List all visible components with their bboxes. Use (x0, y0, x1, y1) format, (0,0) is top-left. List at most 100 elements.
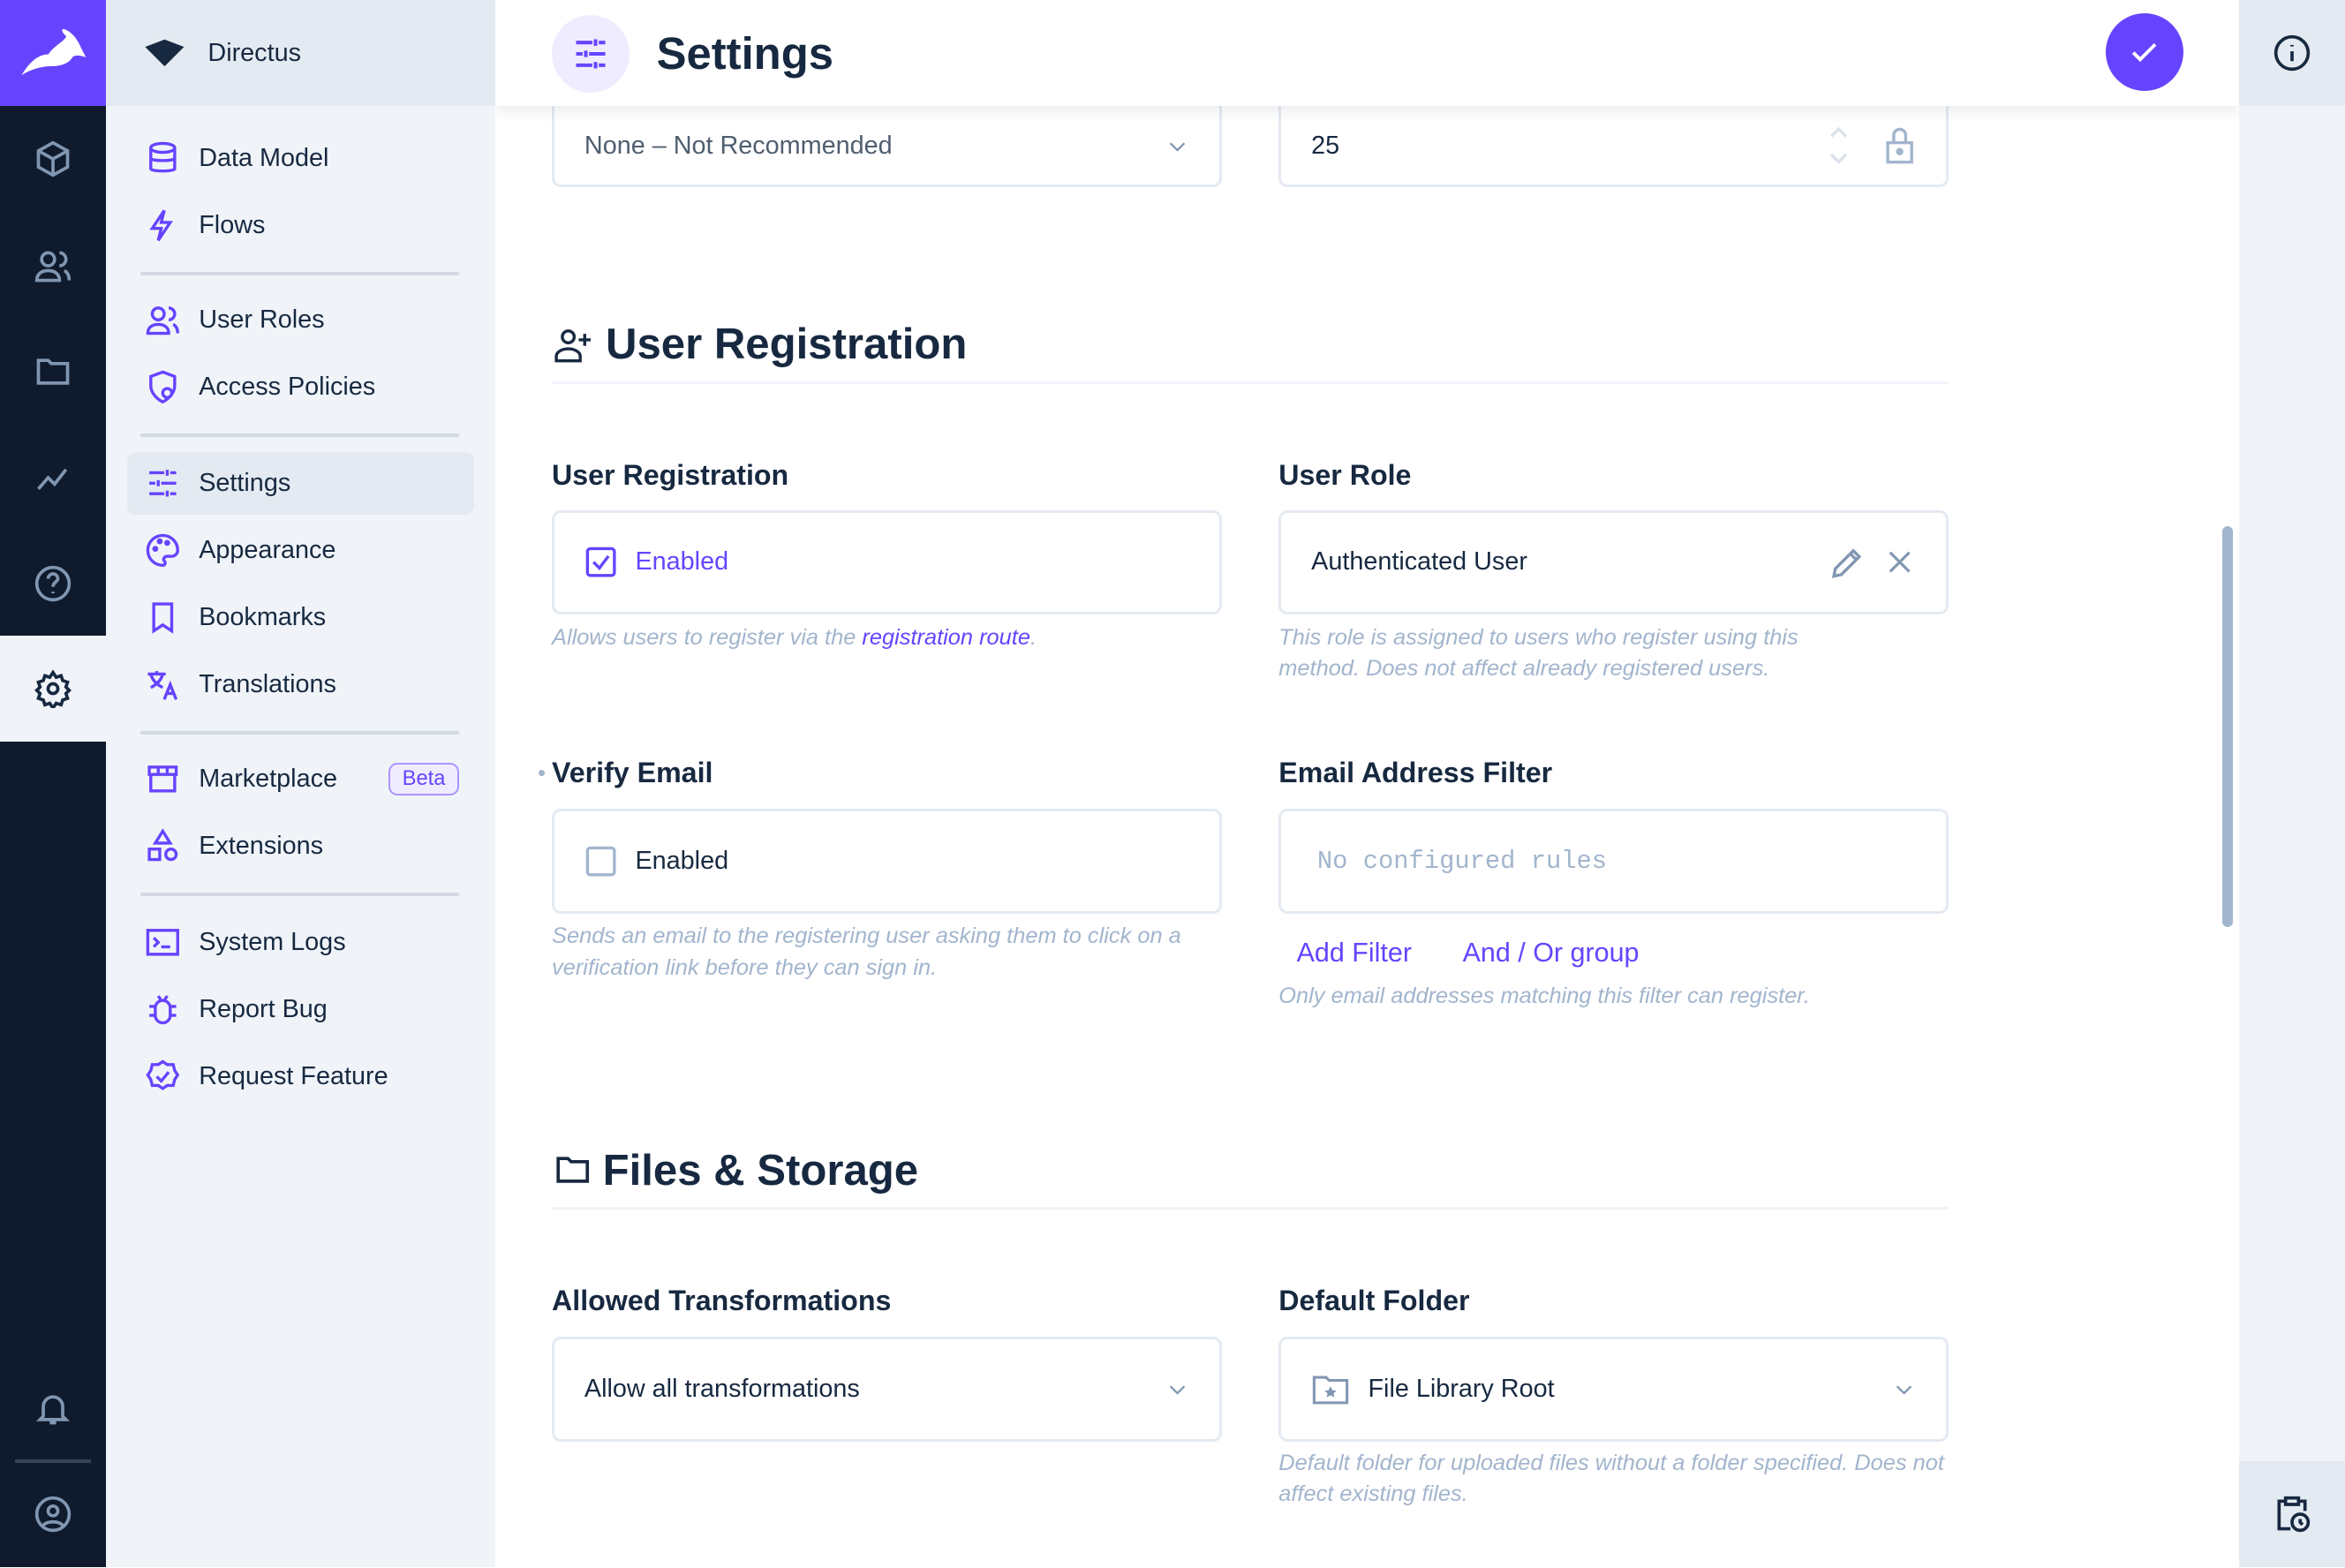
chevron-down-icon (1896, 1385, 1912, 1395)
content-module-button[interactable] (0, 106, 106, 212)
directus-logo[interactable] (0, 0, 107, 107)
settings-header-icon (552, 14, 630, 94)
database-icon (149, 141, 177, 173)
rabbit-logo-icon (21, 29, 87, 76)
field-label: Email Address Filter (1278, 757, 1553, 789)
nav-label: Marketplace (199, 765, 337, 793)
folder-icon (36, 358, 70, 385)
sidebar-right (2238, 0, 2345, 1568)
nav-label: Report Bug (199, 994, 328, 1023)
bell-icon (36, 1395, 71, 1425)
select-value: File Library Root (1368, 1375, 1555, 1404)
extensions-icon (147, 828, 178, 862)
transformations-select[interactable]: Allow all transformations (552, 1337, 1222, 1442)
add-filter-button[interactable]: Add Filter (1296, 938, 1412, 969)
gear-icon (34, 669, 72, 709)
bug-icon (149, 995, 177, 1025)
settings-module-button[interactable] (0, 635, 107, 743)
check-icon (2132, 42, 2157, 62)
nav-label: User Roles (199, 305, 325, 334)
close-icon[interactable] (1883, 546, 1916, 578)
project-name: Directus (207, 38, 301, 67)
users-module-button[interactable] (0, 213, 106, 319)
save-button[interactable] (2105, 13, 2184, 92)
section-title: Files & Storage (602, 1146, 919, 1195)
rail-divider (14, 1459, 92, 1463)
nav-label: Access Policies (199, 373, 376, 402)
nav-item-report-bug[interactable]: Report Bug (127, 978, 474, 1041)
section-user-registration: User Registration (552, 320, 1949, 385)
nav-label: System Logs (199, 927, 346, 956)
stepper-arrows-icon[interactable] (1827, 124, 1851, 166)
nav-divider (140, 893, 459, 896)
nav-item-extensions[interactable]: Extensions (127, 815, 474, 878)
notifications-button[interactable] (0, 1355, 106, 1461)
select-value: None – Not Recommended (584, 131, 893, 160)
info-icon (2273, 34, 2311, 72)
nav-item-bookmarks[interactable]: Bookmarks (127, 586, 474, 649)
select-value: Allow all transformations (584, 1375, 860, 1404)
section-title: User Registration (606, 320, 968, 369)
checkbox-unchecked-icon[interactable] (584, 845, 617, 878)
scrollbar[interactable] (2222, 526, 2233, 928)
nav-item-user-roles[interactable]: User Roles (127, 289, 474, 351)
nav-label: Bookmarks (199, 603, 327, 632)
help-icon (34, 566, 72, 602)
nav-item-request-feature[interactable]: Request Feature (127, 1045, 474, 1108)
nav-item-settings[interactable]: Settings (126, 451, 474, 515)
insights-module-button[interactable] (0, 425, 106, 531)
nav-item-access-policies[interactable]: Access Policies (127, 356, 474, 418)
hint-text: . (1029, 624, 1037, 650)
shield-person-icon (149, 370, 177, 404)
hint-text: Allows users to register via the (552, 624, 863, 650)
tune-icon (576, 39, 606, 69)
checkbox-checked-icon[interactable] (584, 546, 617, 578)
page-title: Settings (656, 27, 833, 79)
folder-special-icon (1312, 1376, 1349, 1405)
field-hint: This role is assigned to users who regis… (1278, 624, 1798, 682)
settings-navigation: Directus Data Model Flows User Roles Acc… (106, 0, 495, 1568)
nav-label: Extensions (199, 832, 324, 861)
project-header[interactable]: Directus (106, 0, 495, 107)
nav-item-marketplace[interactable]: Marketplace Beta (127, 748, 474, 810)
default-folder-select[interactable]: File Library Root (1278, 1337, 1949, 1442)
translate-icon (147, 671, 178, 701)
nav-label: Data Model (199, 144, 329, 173)
field-label: Allowed Transformations (552, 1285, 892, 1317)
nav-divider (140, 731, 459, 735)
nav-label: Translations (199, 670, 336, 699)
edit-icon[interactable] (1829, 545, 1866, 581)
folder-icon (556, 1157, 590, 1184)
user-registration-toggle[interactable]: Enabled (552, 509, 1222, 615)
email-filter-field[interactable]: No configured rules (1278, 809, 1949, 914)
registration-route-link[interactable]: registration route (862, 624, 1030, 650)
role-value: Authenticated User (1311, 547, 1527, 577)
field-hint: Only email addresses matching this filte… (1278, 984, 1810, 1009)
add-group-button[interactable]: And / Or group (1462, 938, 1640, 969)
nav-item-translations[interactable]: Translations (127, 653, 474, 716)
filter-placeholder: No configured rules (1316, 847, 1608, 877)
account-circle-icon (34, 1496, 72, 1533)
nav-item-appearance[interactable]: Appearance (127, 519, 474, 582)
help-module-button[interactable] (0, 531, 106, 637)
tune-icon (149, 469, 177, 497)
nav-label: Request Feature (199, 1062, 388, 1091)
field-hint: Sends an email to the registering user a… (552, 923, 1181, 980)
user-role-field[interactable]: Authenticated User (1278, 509, 1949, 615)
checkbox-label: Enabled (635, 547, 729, 577)
info-button[interactable] (2238, 0, 2345, 107)
nav-item-flows[interactable]: Flows (127, 194, 474, 257)
nav-item-system-logs[interactable]: System Logs (127, 911, 474, 974)
cube-icon (36, 140, 70, 177)
nav-label: Flows (199, 211, 266, 240)
activity-button[interactable] (2238, 1460, 2345, 1568)
module-bar (0, 0, 107, 1568)
account-button[interactable] (0, 1461, 106, 1567)
verify-email-toggle[interactable]: Enabled (552, 809, 1222, 914)
field-hint: Default folder for uploaded files withou… (1278, 1450, 1944, 1507)
nav-label: Settings (199, 468, 291, 497)
nav-item-data-model[interactable]: Data Model (127, 127, 474, 190)
person-add-icon (554, 329, 592, 363)
files-module-button[interactable] (0, 319, 106, 425)
required-dot (538, 770, 545, 777)
